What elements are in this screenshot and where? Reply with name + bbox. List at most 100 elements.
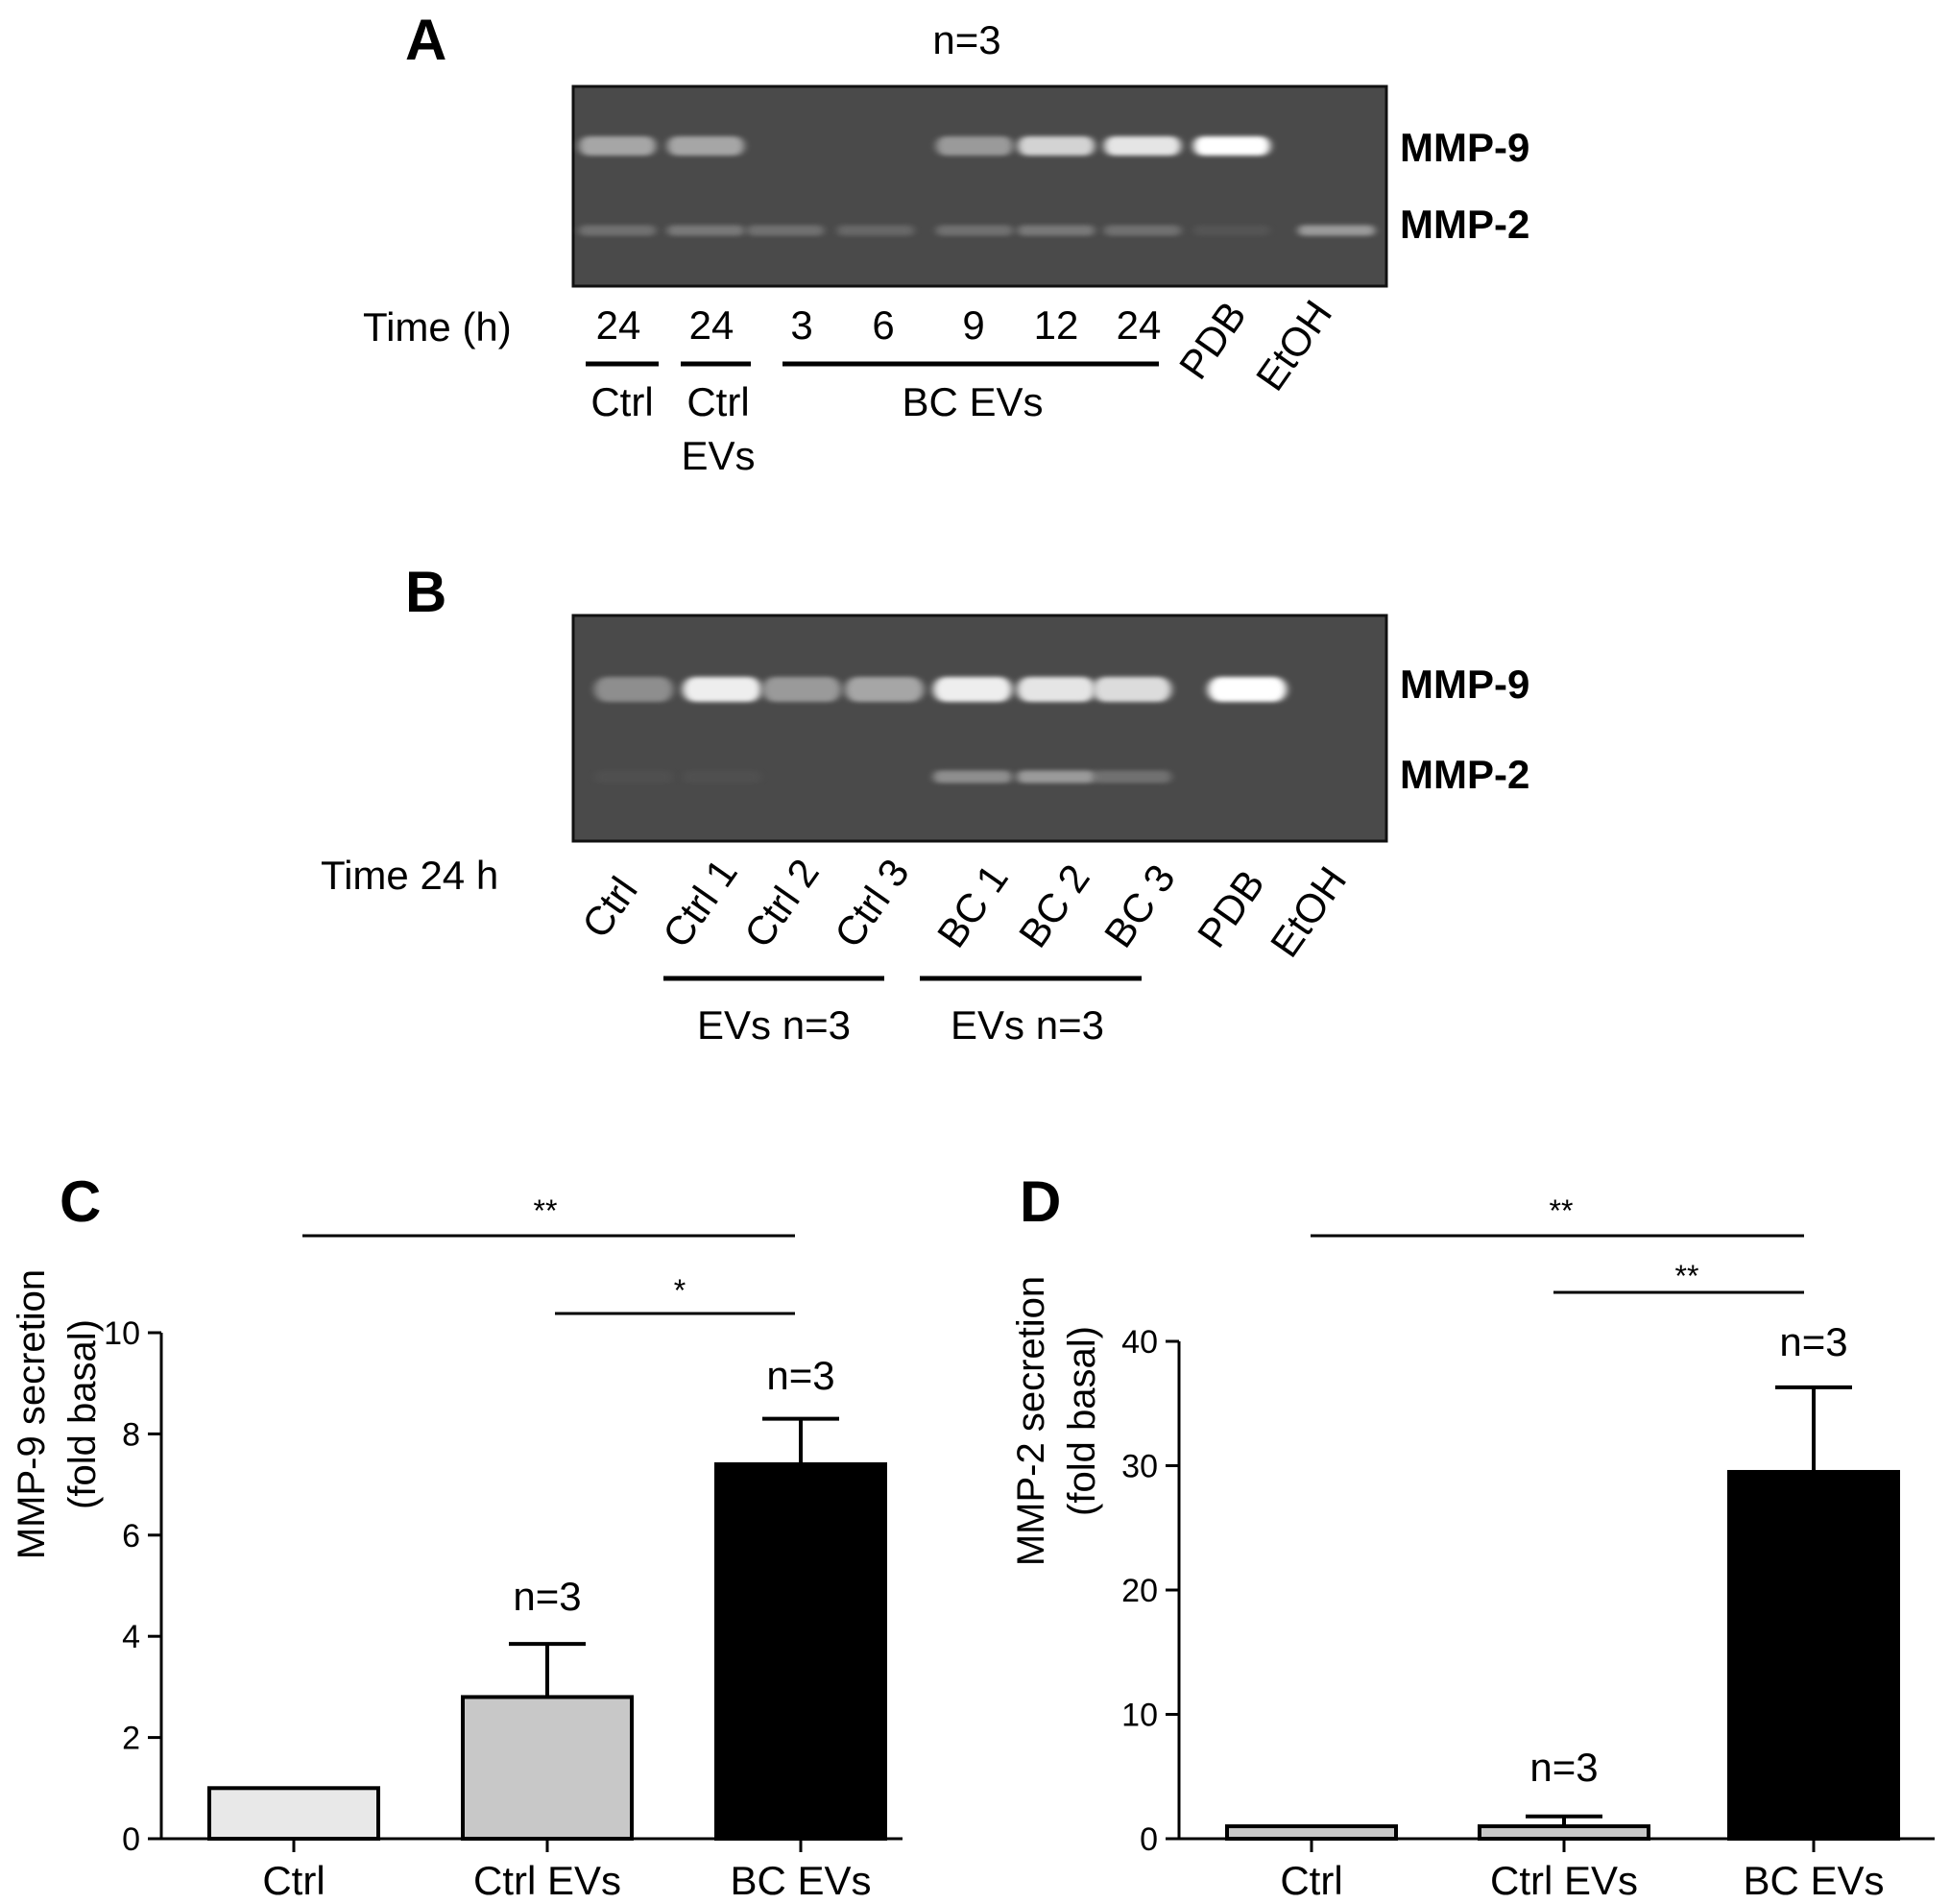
lane-time: 24 xyxy=(596,302,641,348)
mmp2-band xyxy=(837,225,914,236)
panel-d-letter: D xyxy=(1020,1169,1061,1234)
y-tick-label: 2 xyxy=(122,1721,140,1757)
gel-a-mmp2-label: MMP-2 xyxy=(1400,202,1529,247)
panel-a-letter: A xyxy=(405,8,446,72)
group-label-bc-evs: EVs n=3 xyxy=(951,1002,1104,1048)
gel-a-bands xyxy=(579,136,1375,236)
mmp2-band xyxy=(667,225,744,236)
x-tick-label: Ctrl EVs xyxy=(473,1858,621,1903)
lane-label: Ctrl 3 xyxy=(826,851,918,955)
mmp2-band xyxy=(933,770,1012,783)
lane-label: Ctrl xyxy=(573,869,646,946)
mmp2-band xyxy=(683,770,761,783)
bar xyxy=(207,1786,380,1842)
mmp9-band xyxy=(594,677,673,702)
mmp9-band xyxy=(1208,677,1287,702)
y-tick-label: 40 xyxy=(1121,1324,1158,1361)
mmp9-band xyxy=(762,677,841,702)
panel-b: B MMP-9 MMP-2 Time 24 h Ctrl Ctrl 1 Ctrl… xyxy=(321,560,1529,1048)
mmp2-band xyxy=(1018,225,1095,236)
y-tick-label: 0 xyxy=(1140,1821,1158,1858)
gel-a xyxy=(571,84,1388,288)
mmp9-band xyxy=(933,677,1012,702)
bar xyxy=(1225,1824,1398,1842)
mmp9-band xyxy=(667,136,744,156)
mmp9-band xyxy=(936,136,1013,156)
gel-b-mmp2-label: MMP-2 xyxy=(1400,752,1529,797)
mmp2-band xyxy=(1298,225,1375,236)
mmp9-band xyxy=(1193,136,1270,156)
x-tick-label: BC EVs xyxy=(730,1858,871,1903)
lane-label-etoh: EtOH xyxy=(1247,292,1340,398)
gel-b-mmp9-label: MMP-9 xyxy=(1400,662,1529,707)
y-tick-label: 0 xyxy=(122,1821,140,1858)
bar xyxy=(1478,1824,1650,1842)
mmp2-band xyxy=(579,225,656,236)
group-label-bc-evs: BC EVs xyxy=(902,379,1043,424)
lane-label: BC 1 xyxy=(928,856,1017,955)
y-tick-label: 8 xyxy=(122,1416,140,1453)
panel-a: A n=3 MMP-9 MMP-2 Time (h) 24 24 3 6 9 1… xyxy=(363,8,1529,478)
y-axis-label-line2: (fold basal) xyxy=(1061,1326,1103,1516)
n-label: n=3 xyxy=(1529,1745,1598,1790)
gel-b xyxy=(571,614,1388,843)
significance-stars: ** xyxy=(1550,1193,1574,1228)
n-label: n=3 xyxy=(766,1353,834,1398)
panel-c-letter: C xyxy=(60,1169,101,1234)
n-label: n=3 xyxy=(1779,1319,1847,1364)
significance-stars: ** xyxy=(1675,1259,1699,1293)
lane-time: 9 xyxy=(962,302,984,348)
lane-label: PDB xyxy=(1189,861,1273,955)
y-tick-label: 10 xyxy=(1121,1698,1158,1734)
significance-stars: * xyxy=(674,1273,686,1308)
lane-label: BC 2 xyxy=(1010,856,1098,955)
lane-time: 6 xyxy=(872,302,894,348)
group-label-ctrl-evs: EVs n=3 xyxy=(697,1002,851,1048)
lane-label: BC 3 xyxy=(1095,856,1184,955)
lane-label: Ctrl 1 xyxy=(654,851,746,955)
mmp9-band xyxy=(1017,677,1095,702)
mmp2-band xyxy=(1093,770,1171,783)
group-label-ctrl-evs-1: Ctrl xyxy=(686,379,749,424)
lane-time: 24 xyxy=(1117,302,1162,348)
y-tick-label: 30 xyxy=(1121,1449,1158,1485)
group-label-ctrl-evs-2: EVs xyxy=(681,433,755,478)
panel-b-letter: B xyxy=(405,560,446,624)
gel-a-mmp9-label: MMP-9 xyxy=(1400,125,1529,170)
y-tick-label: 10 xyxy=(104,1315,140,1352)
mmp2-band xyxy=(1104,225,1181,236)
lane-label: EtOH xyxy=(1262,858,1355,965)
mmp2-band xyxy=(936,225,1013,236)
chart-c: 0 2 4 6 8 10 Ctrl Ctrl EVs BC EVs xyxy=(104,1315,903,1903)
gel-b-bands xyxy=(594,677,1287,783)
mmp2-band xyxy=(1017,770,1095,783)
lane-label-pdb: PDB xyxy=(1170,293,1255,387)
bar xyxy=(461,1695,634,1841)
group-label-ctrl: Ctrl xyxy=(590,379,653,424)
x-tick-label: Ctrl EVs xyxy=(1490,1858,1638,1903)
bar xyxy=(714,1462,887,1842)
x-tick-label: BC EVs xyxy=(1743,1858,1884,1903)
y-axis-label-line1: MMP-9 secretion xyxy=(11,1269,53,1559)
panel-a-n-label: n=3 xyxy=(932,17,1000,62)
mmp9-band xyxy=(1018,136,1095,156)
mmp2-band xyxy=(747,225,824,236)
bar xyxy=(1727,1469,1900,1841)
lane-time: 12 xyxy=(1034,302,1079,348)
panel-c: C ** * 0 2 4 6 8 10 Ctrl Ctrl EVs BC EVs n=3 n=3… xyxy=(11,1169,903,1903)
mmp9-band xyxy=(683,677,761,702)
mmp9-band xyxy=(579,136,656,156)
n-label: n=3 xyxy=(513,1574,581,1619)
significance-stars: ** xyxy=(534,1193,558,1228)
time-label: Time (h) xyxy=(363,304,512,349)
y-axis-label-line2: (fold basal) xyxy=(61,1319,104,1509)
y-axis-label-line1: MMP-2 secretion xyxy=(1010,1276,1052,1566)
y-tick-label: 20 xyxy=(1121,1573,1158,1609)
chart-d: 0 10 20 30 40 Ctrl Ctrl EVs BC EVs xyxy=(1121,1324,1935,1903)
mmp2-band xyxy=(1193,225,1270,236)
y-tick-label: 6 xyxy=(122,1518,140,1555)
lane-time: 24 xyxy=(689,302,734,348)
lane-label: Ctrl 2 xyxy=(735,851,828,955)
